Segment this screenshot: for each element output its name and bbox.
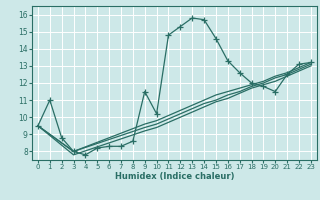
X-axis label: Humidex (Indice chaleur): Humidex (Indice chaleur) bbox=[115, 172, 234, 181]
